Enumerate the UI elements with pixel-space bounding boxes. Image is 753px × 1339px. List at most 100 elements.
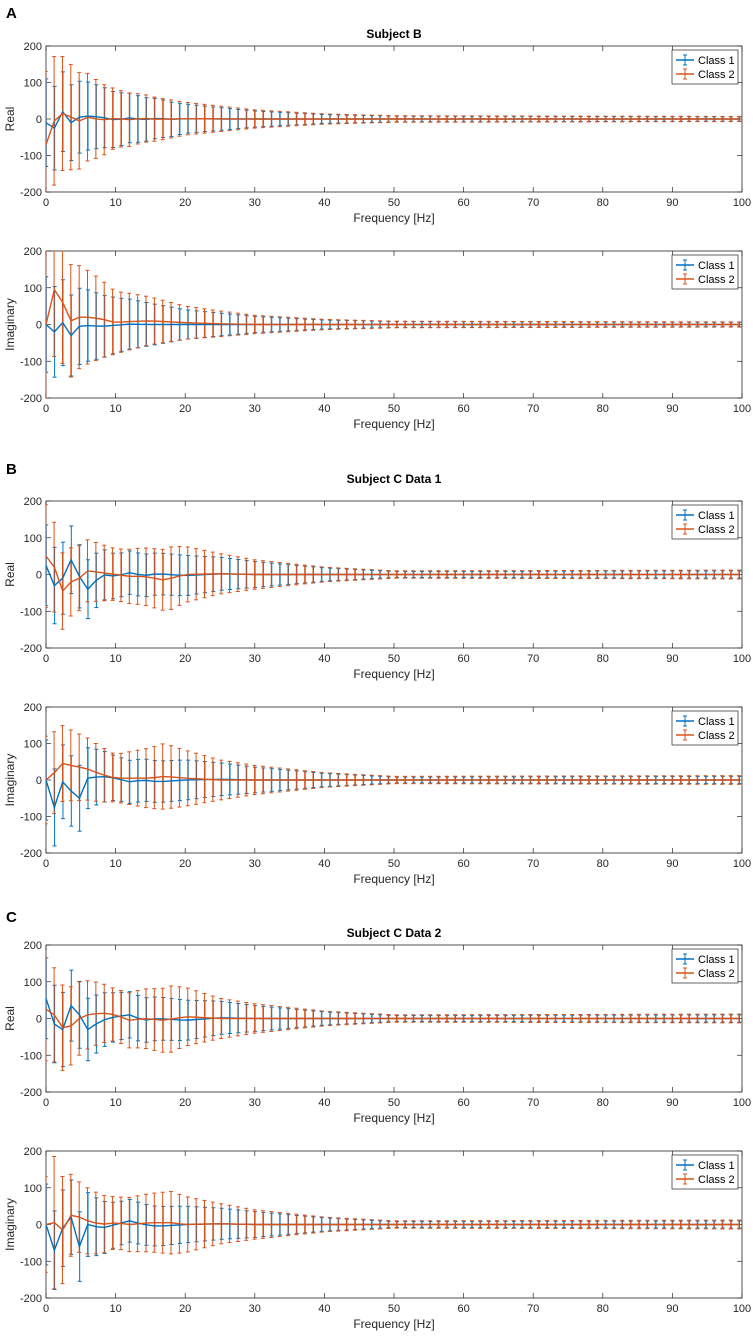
y-tick-label: -200	[20, 187, 42, 199]
legend-label: Class 2	[698, 69, 735, 81]
x-tick-label: 90	[666, 403, 678, 415]
x-tick-label: 90	[666, 858, 678, 870]
x-axis-label: Frequency [Hz]	[353, 1111, 434, 1125]
legend-label: Class 1	[698, 716, 735, 728]
x-tick-label: 30	[249, 653, 261, 665]
y-tick-label: 200	[24, 496, 42, 508]
plot-title: Subject C Data 2	[347, 926, 442, 940]
subplot-4: 0 10 20 30 40 50 60 70 80 90 100 -200 -100 0 100 200 Fre…	[3, 702, 751, 886]
y-tick-label: 100	[24, 977, 42, 989]
mean-line-2	[46, 1214, 740, 1232]
x-tick-label: 50	[388, 1303, 400, 1315]
y-tick-label: 0	[36, 1014, 42, 1026]
y-tick-label: 200	[24, 940, 42, 952]
x-tick-label: 70	[527, 1303, 539, 1315]
x-tick-label: 30	[249, 1097, 261, 1109]
legend-label: Class 2	[698, 968, 735, 980]
legend: Class 1 Class 2	[671, 710, 739, 746]
legend-label: Class 1	[698, 260, 735, 272]
x-tick-label: 80	[597, 858, 609, 870]
x-tick-label: 30	[249, 403, 261, 415]
y-tick-label: 0	[36, 320, 42, 332]
legend-box	[671, 948, 739, 984]
y-axis-label: Real	[3, 107, 17, 132]
y-axis-label: Imaginary	[3, 754, 17, 807]
x-tick-label: 0	[43, 858, 49, 870]
x-tick-label: 50	[388, 858, 400, 870]
x-tick-label: 80	[597, 1303, 609, 1315]
x-tick-label: 100	[733, 858, 751, 870]
x-tick-label: 10	[109, 197, 121, 209]
x-tick-label: 60	[457, 1303, 469, 1315]
y-axis-label: Real	[3, 562, 17, 587]
x-tick-label: 30	[249, 197, 261, 209]
x-tick-label: 10	[109, 1303, 121, 1315]
legend-box	[671, 710, 739, 746]
legend: Class 1 Class 2	[671, 49, 739, 85]
x-tick-label: 40	[318, 197, 330, 209]
x-tick-label: 60	[457, 653, 469, 665]
x-tick-label: 20	[179, 858, 191, 870]
y-tick-label: -100	[20, 812, 42, 824]
y-tick-label: 0	[36, 114, 42, 126]
x-tick-label: 20	[179, 197, 191, 209]
legend: Class 1 Class 2	[671, 948, 739, 984]
x-axis-label: Frequency [Hz]	[353, 211, 434, 225]
x-tick-label: 60	[457, 197, 469, 209]
x-axis-label: Frequency [Hz]	[353, 417, 434, 431]
y-tick-label: -100	[20, 1256, 42, 1268]
data-area	[46, 957, 742, 1071]
y-tick-label: -100	[20, 1050, 42, 1062]
y-tick-label: 100	[24, 78, 42, 90]
x-tick-label: 90	[666, 653, 678, 665]
mean-line-2	[46, 555, 740, 593]
legend-label: Class 2	[698, 524, 735, 536]
x-tick-label: 0	[43, 1303, 49, 1315]
y-tick-label: 0	[36, 570, 42, 582]
panel-label-a: A	[6, 5, 17, 22]
plot-title: Subject B	[366, 27, 422, 41]
x-tick-label: 40	[318, 1303, 330, 1315]
x-tick-label: 70	[527, 197, 539, 209]
legend-label: Class 1	[698, 510, 735, 522]
y-tick-label: 100	[24, 739, 42, 751]
x-tick-label: 80	[597, 197, 609, 209]
x-tick-label: 60	[457, 403, 469, 415]
panel-label-b: B	[6, 461, 17, 478]
x-tick-label: 100	[733, 1097, 751, 1109]
x-tick-label: 20	[179, 1303, 191, 1315]
y-tick-label: -100	[20, 356, 42, 368]
panel-label-c: C	[6, 909, 17, 926]
x-tick-label: 70	[527, 653, 539, 665]
x-tick-label: 20	[179, 403, 191, 415]
legend: Class 1 Class 2	[671, 254, 739, 290]
x-tick-label: 40	[318, 653, 330, 665]
x-tick-label: 100	[733, 403, 751, 415]
x-tick-label: 50	[388, 403, 400, 415]
plot-title: Subject C Data 1	[347, 472, 442, 486]
x-tick-label: 60	[457, 858, 469, 870]
legend-box	[671, 504, 739, 540]
legend: Class 1 Class 2	[671, 504, 739, 540]
y-tick-label: -200	[20, 1293, 42, 1305]
x-tick-label: 70	[527, 858, 539, 870]
legend-label: Class 1	[698, 55, 735, 67]
x-tick-label: 60	[457, 1097, 469, 1109]
mean-line-2	[46, 287, 740, 326]
x-tick-label: 50	[388, 197, 400, 209]
x-tick-label: 100	[733, 653, 751, 665]
data-area	[46, 1156, 742, 1291]
x-axis-label: Frequency [Hz]	[353, 872, 434, 886]
subplot-3: 0 10 20 30 40 50 60 70 80 90 100 -200 -100 0 100 200 Fre…	[3, 496, 751, 681]
legend-label: Class 2	[698, 274, 735, 286]
y-tick-label: -200	[20, 393, 42, 405]
x-tick-label: 30	[249, 858, 261, 870]
x-axis-label: Frequency [Hz]	[353, 667, 434, 681]
x-tick-label: 50	[388, 653, 400, 665]
y-tick-label: 200	[24, 246, 42, 258]
x-tick-label: 40	[318, 403, 330, 415]
data-area	[46, 504, 742, 630]
y-tick-label: 0	[36, 775, 42, 787]
x-tick-label: 90	[666, 197, 678, 209]
